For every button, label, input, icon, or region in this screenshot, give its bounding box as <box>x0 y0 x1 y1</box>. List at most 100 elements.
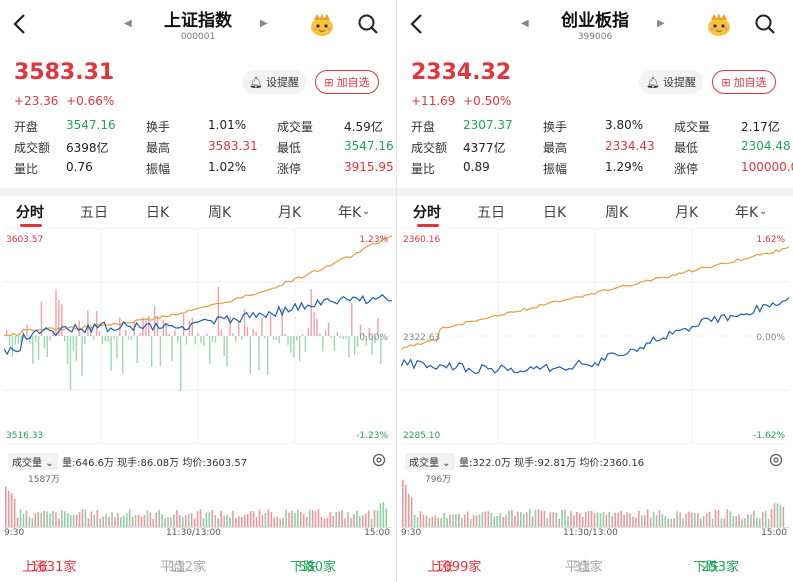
flow-bar <box>104 336 106 342</box>
flow-bar <box>307 328 309 336</box>
volume-bar <box>590 510 593 527</box>
tab-dropdown-icon[interactable]: ⌄ <box>362 206 371 217</box>
mascot-icon[interactable] <box>308 10 336 38</box>
volume-bar <box>584 511 587 527</box>
flow-bar <box>139 332 141 336</box>
volume-bar <box>211 509 214 527</box>
flow-bar <box>182 313 185 336</box>
volume-bar <box>475 515 478 527</box>
tab-5[interactable]: 年K <box>338 205 362 221</box>
flow-bar <box>261 317 263 336</box>
tab-3[interactable]: 周K <box>605 205 629 221</box>
volume-bar <box>419 511 422 527</box>
tab-5[interactable]: 年K <box>735 205 759 221</box>
volume-bar <box>19 509 22 527</box>
index-code: 399006 <box>577 32 613 42</box>
volume-bar <box>543 510 546 527</box>
stat-value: 6398亿 <box>66 141 109 155</box>
flow-bar <box>296 336 298 341</box>
panel-divider <box>396 0 397 582</box>
gear-icon[interactable] <box>372 453 386 467</box>
volume-bar <box>620 510 622 527</box>
volume-bar <box>638 510 640 527</box>
volume-bar <box>747 514 749 527</box>
tab-0[interactable]: 分时 <box>413 205 441 221</box>
volume-bar <box>596 512 599 527</box>
stats-row: 量比 0.76 振幅 1.02% 涨停 3915.95 <box>14 160 394 181</box>
active-tab-indicator <box>417 224 439 227</box>
stats-row: 开盘 3547.16 换手 1.01% 成交量 4.59亿 <box>14 118 384 139</box>
search-icon[interactable] <box>753 12 777 36</box>
add-watchlist-button[interactable]: ⊞ 加自选 <box>712 70 776 94</box>
flow-bar <box>191 317 193 336</box>
volume-bar <box>81 509 84 527</box>
market-breadth: 上涨 1099家 平盘 31家 下跌 253家 <box>397 548 793 576</box>
intraday-chart[interactable]: 2360.16 2285.10 1.62% -1.62% 0.00% 2322.63 <box>401 228 789 444</box>
volume-bar <box>723 518 726 527</box>
next-index-icon[interactable]: ▶ <box>260 18 268 29</box>
volume-bar <box>385 508 388 527</box>
flow-bar <box>151 336 153 367</box>
flow-bar <box>75 336 77 361</box>
tab-2[interactable]: 日K <box>146 205 170 221</box>
y-axis-mid: 2322.63 <box>403 333 440 343</box>
flow-bar <box>278 336 280 344</box>
tab-3[interactable]: 周K <box>208 205 232 221</box>
flow-bar <box>6 330 8 336</box>
volume-info: 量:646.6万 现手:86.08万 均价:3603.57 <box>62 458 248 469</box>
volume-bar <box>317 509 320 527</box>
volume-indicator-select[interactable]: 成交量 ⌄ <box>8 453 58 470</box>
tab-1[interactable]: 五日 <box>477 205 505 221</box>
tab-dropdown-icon[interactable]: ⌄ <box>759 206 768 217</box>
volume-bar <box>629 513 631 527</box>
add-watchlist-button[interactable]: ⊞ 加自选 <box>315 70 379 94</box>
volume-bar <box>472 515 475 527</box>
volume-bar <box>764 510 767 527</box>
bell-icon: 🔔︎ <box>249 75 263 89</box>
volume-bar <box>626 512 628 527</box>
volume-bar <box>738 514 740 527</box>
volume-bar <box>676 511 678 527</box>
volume-bar <box>466 511 469 527</box>
volume-bar <box>407 493 410 527</box>
tab-1[interactable]: 五日 <box>80 205 108 221</box>
pct-axis-mid: 0.00% <box>359 333 388 343</box>
volume-indicator-select[interactable]: 成交量 ⌄ <box>405 453 455 470</box>
volume-bar <box>335 512 337 527</box>
volume-bar <box>13 498 16 527</box>
volume-bar <box>217 518 219 527</box>
tab-2[interactable]: 日K <box>543 205 567 221</box>
volume-bar <box>55 512 57 527</box>
next-index-icon[interactable]: ▶ <box>657 18 665 29</box>
time-mid: 11:30/13:00 <box>166 528 221 538</box>
volume-bar <box>744 518 746 527</box>
back-arrow-icon[interactable] <box>10 12 30 36</box>
time-axis: 9:30 11:30/13:00 15:00 <box>401 528 789 540</box>
volume-bar <box>238 516 240 527</box>
gear-icon[interactable] <box>769 453 783 467</box>
volume-bar <box>350 518 352 527</box>
set-alert-button[interactable]: 🔔︎ 设提醒 <box>639 70 703 94</box>
tab-0[interactable]: 分时 <box>16 205 44 221</box>
search-icon[interactable] <box>356 12 380 36</box>
volume-bar <box>782 506 785 527</box>
volume-bar <box>741 518 743 527</box>
tab-4[interactable]: 月K <box>278 205 302 221</box>
prev-index-icon[interactable]: ◀ <box>124 18 132 29</box>
volume-bar <box>546 518 549 527</box>
mascot-icon[interactable] <box>705 10 733 38</box>
stat-value: 2304.48 <box>741 139 791 153</box>
volume-bar <box>102 516 104 527</box>
set-alert-button[interactable]: 🔔︎ 设提醒 <box>242 70 306 94</box>
volume-bar <box>40 512 42 527</box>
tab-4[interactable]: 月K <box>675 205 699 221</box>
volume-bar <box>484 511 487 527</box>
stat-label: 最高 <box>146 141 171 155</box>
prev-index-icon[interactable]: ◀ <box>521 18 529 29</box>
back-arrow-icon[interactable] <box>407 12 427 36</box>
intraday-chart[interactable]: 3603.57 3516.33 1.23% -1.23% 0.00% <box>4 228 392 444</box>
flow-bar <box>46 336 48 357</box>
flow-bar <box>298 336 301 362</box>
flow-bar <box>177 336 179 343</box>
time-close: 15:00 <box>364 528 390 538</box>
